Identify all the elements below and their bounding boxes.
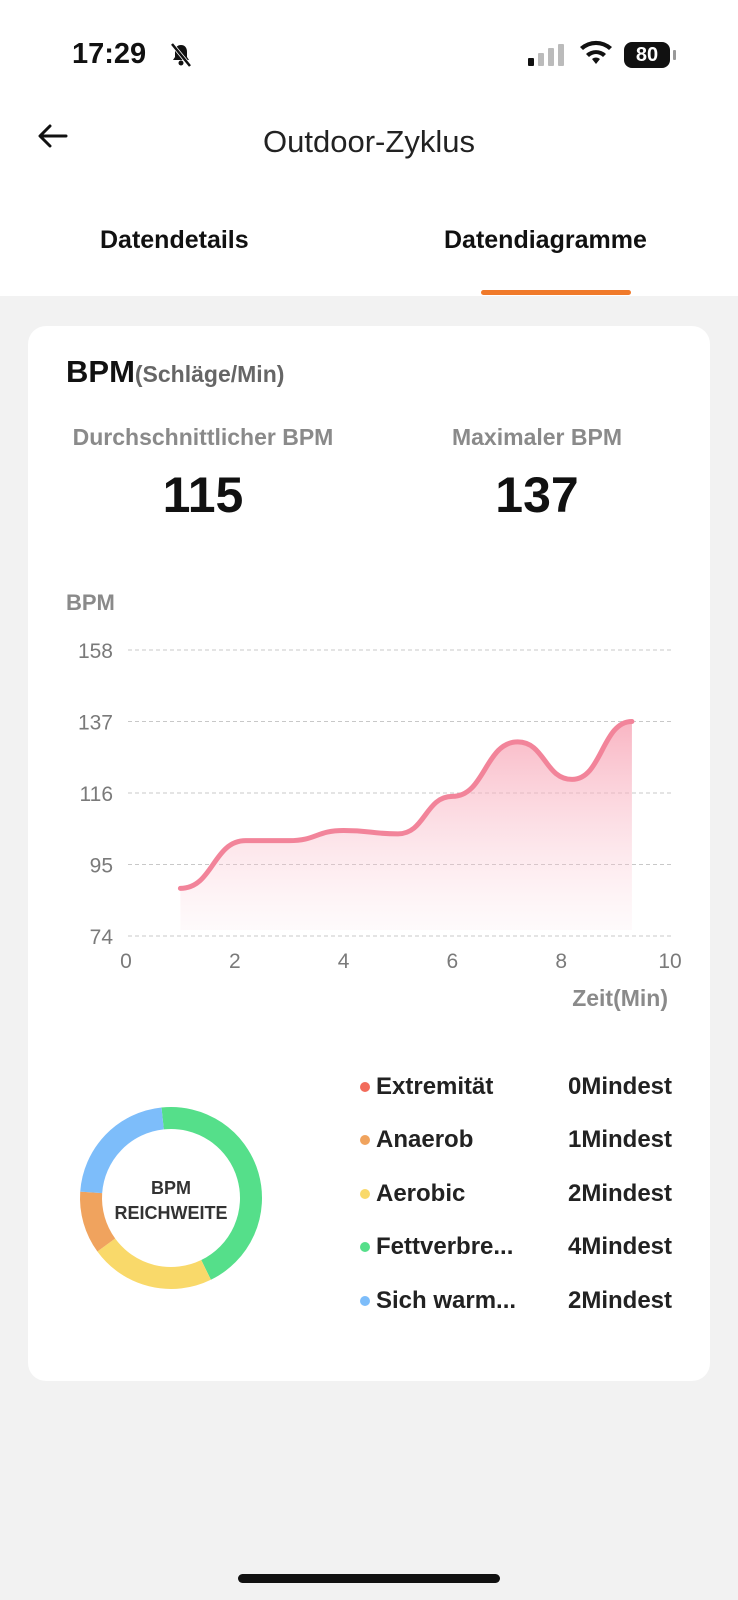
page-title: Outdoor-Zyklus bbox=[263, 124, 475, 159]
legend-dot-icon bbox=[360, 1081, 370, 1092]
legend-item: Fettverbre... 4Mindest bbox=[360, 1221, 672, 1275]
legend-value: 2Mindest bbox=[567, 1286, 672, 1314]
legend-dot-icon bbox=[360, 1188, 370, 1199]
legend-value: 2Mindest bbox=[567, 1179, 672, 1207]
y-axis-label: BPM bbox=[66, 590, 115, 615]
avg-bpm-value: 115 bbox=[162, 467, 244, 523]
back-arrow-icon[interactable] bbox=[36, 122, 70, 150]
donut-center-line1: BPM bbox=[151, 1178, 191, 1198]
donut-center-line2: REICHWEITE bbox=[114, 1203, 227, 1223]
donut-segment bbox=[161, 1107, 262, 1280]
bpm-line bbox=[177, 719, 635, 891]
legend-dot-icon bbox=[360, 1295, 370, 1306]
x-tick-label: 8 bbox=[555, 950, 567, 973]
battery-indicator: 80 bbox=[624, 42, 676, 68]
legend-item: Extremität 0Mindest bbox=[360, 1060, 672, 1114]
legend-dot-icon bbox=[360, 1242, 370, 1253]
legend-value: 1Mindest bbox=[567, 1126, 672, 1154]
wifi-icon bbox=[580, 40, 612, 64]
y-tick-label: 137 bbox=[78, 712, 113, 735]
tab-datendetails[interactable]: Datendetails bbox=[100, 226, 249, 254]
max-bpm-value: 137 bbox=[495, 467, 579, 523]
top-area bbox=[0, 0, 738, 296]
signal-icon bbox=[528, 44, 564, 66]
bpm-area bbox=[180, 721, 632, 930]
card-title-main: BPM bbox=[66, 354, 135, 389]
x-axis-label: Zeit(Min) bbox=[572, 985, 668, 1011]
max-bpm-label: Maximaler BPM bbox=[451, 424, 622, 450]
home-indicator[interactable] bbox=[238, 1574, 500, 1583]
donut-segment bbox=[80, 1191, 116, 1252]
x-tick-label: 0 bbox=[120, 950, 132, 973]
y-tick-label: 116 bbox=[80, 783, 113, 806]
tab-datendiagramme[interactable]: Datendiagramme bbox=[444, 226, 647, 254]
status-time: 17:29 bbox=[72, 38, 147, 70]
active-tab-indicator bbox=[481, 290, 631, 295]
legend-label: Anaerob bbox=[376, 1126, 474, 1154]
card-title: BPM(Schläge/Min) bbox=[66, 354, 284, 390]
y-tick-label: 158 bbox=[78, 640, 113, 663]
legend-label: Sich warm... bbox=[376, 1286, 517, 1314]
zone-legend: Extremität 0Mindest Anaerob 1Mindest Aerobic… bbox=[360, 1060, 672, 1328]
legend-dot-icon bbox=[360, 1135, 370, 1146]
legend-label: Extremität bbox=[376, 1072, 494, 1100]
avg-bpm-label: Durchschnittlicher BPM bbox=[72, 424, 334, 450]
y-tick-label: 95 bbox=[90, 855, 113, 878]
legend-item: Anaerob 1Mindest bbox=[360, 1114, 672, 1168]
legend-value: 4Mindest bbox=[567, 1233, 672, 1261]
donut-segment bbox=[97, 1238, 211, 1289]
x-tick-label: 2 bbox=[229, 950, 241, 973]
x-tick-label: 6 bbox=[447, 950, 459, 973]
legend-item: Sich warm... 2Mindest bbox=[360, 1274, 672, 1328]
bell-muted-icon bbox=[170, 42, 192, 68]
legend-item: Aerobic 2Mindest bbox=[360, 1167, 672, 1221]
x-tick-label: 4 bbox=[338, 950, 350, 973]
donut-segment bbox=[80, 1107, 165, 1194]
card-title-unit: (Schläge/Min) bbox=[134, 361, 285, 387]
legend-label: Fettverbre... bbox=[376, 1233, 514, 1261]
bpm-chart: BPM Zeit(Min) 158 137 116 95 74 0 2 4 6 8 10 BPM R… bbox=[66, 590, 682, 1289]
x-tick-label: 10 bbox=[658, 950, 681, 973]
y-tick-label: 74 bbox=[90, 926, 114, 949]
legend-label: Aerobic bbox=[376, 1179, 466, 1207]
legend-value: 0Mindest bbox=[567, 1072, 672, 1100]
